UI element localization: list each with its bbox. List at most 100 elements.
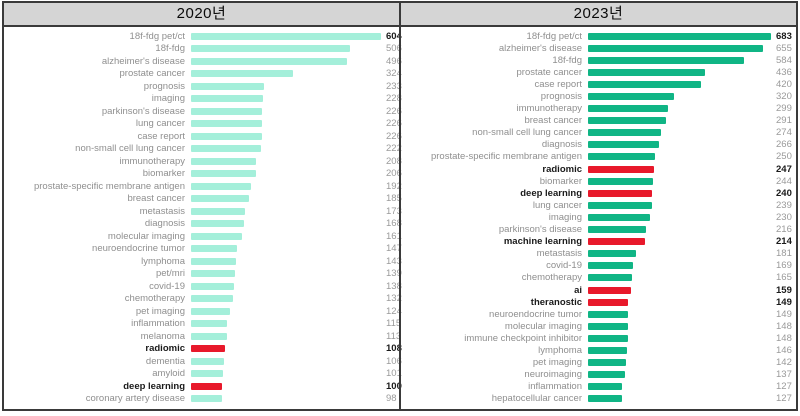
bar-row: non-small cell lung cancer 274 (401, 127, 796, 139)
category-label: inflammation (131, 318, 185, 330)
category-label: metastasis (139, 205, 185, 217)
bar-row: inflammation 127 (401, 381, 796, 393)
bar-row: 18f-fdg 506 (4, 43, 401, 56)
category-label: alzheimer's disease (498, 42, 582, 54)
bar-track (588, 286, 771, 294)
value-label: 106 (386, 355, 402, 367)
bar (191, 220, 244, 228)
value-label: 161 (386, 230, 402, 242)
bar-track (588, 117, 771, 125)
category-label: molecular imaging (107, 230, 185, 242)
bar-track (588, 213, 771, 221)
category-label: 18f-fdg (552, 54, 582, 66)
bar-track (191, 32, 381, 40)
value-label: 139 (386, 268, 402, 280)
bar (588, 262, 634, 270)
bar-track (191, 245, 381, 253)
value-label: 127 (776, 393, 792, 405)
category-label: parkinson's disease (498, 224, 582, 236)
value-label: 148 (776, 320, 792, 332)
bar-track (191, 307, 381, 315)
category-label: machine learning (503, 236, 582, 248)
bar-row: inflammation 115 (4, 318, 402, 331)
bar-track (588, 80, 771, 88)
category-label: lymphoma (538, 344, 582, 356)
bar-chart-2020: 18f-fdg pet/ct 604 18f-fdg 506 alzheimer's d… (4, 27, 402, 409)
category-label: 18f-fdg pet/ct (526, 30, 582, 42)
bar-row: biomarker 206 (4, 168, 402, 181)
bar-track (588, 371, 771, 379)
value-label: 115 (386, 318, 402, 330)
bar-row: lung cancer 226 (4, 118, 402, 131)
bar (191, 45, 351, 53)
bar-track (191, 295, 381, 303)
highlighted-bar (588, 238, 646, 246)
value-label: 233 (386, 80, 402, 92)
value-label: 584 (776, 54, 792, 66)
bar (191, 395, 222, 403)
bar-track (191, 107, 381, 115)
value-label: 149 (776, 308, 792, 320)
bar-row: breast cancer 291 (401, 115, 796, 127)
category-label: parkinson's disease (101, 105, 185, 117)
bar (588, 177, 654, 185)
bar-track (191, 145, 381, 153)
bar-track (191, 395, 381, 403)
bar-chart-2023: 18f-fdg pet/ct 683 alzheimer's disease 655 1… (399, 27, 796, 409)
category-label: inflammation (528, 381, 582, 393)
bar (191, 70, 293, 78)
bar-track (191, 257, 381, 265)
category-label: chemotherapy (521, 272, 582, 284)
category-label: imaging (151, 93, 185, 105)
value-label: 274 (776, 127, 792, 139)
bar (588, 201, 653, 209)
category-label: theranostic (530, 296, 582, 308)
bar (191, 270, 235, 278)
category-label: prostate cancer (119, 68, 185, 80)
bar-track (588, 334, 771, 342)
bar (588, 44, 764, 52)
category-label: neuroimaging (524, 369, 582, 381)
bar-track (588, 165, 771, 173)
value-label: 185 (386, 193, 402, 205)
bar (588, 68, 705, 76)
category-label: coronary artery disease (85, 393, 185, 405)
bar-track (588, 226, 771, 234)
bar-row: prostate-specific membrane antigen 192 (4, 180, 402, 193)
highlighted-bar (588, 165, 655, 173)
bar-track (191, 132, 381, 140)
bar-row: breast cancer 185 (4, 193, 402, 206)
value-label: 230 (776, 211, 792, 223)
value-label: 124 (386, 305, 402, 317)
bar (191, 257, 236, 265)
highlighted-bar (191, 345, 225, 353)
category-label: prostate-specific membrane antigen (430, 151, 582, 163)
category-label: case report (137, 130, 185, 142)
category-label: 18f-fdg pet/ct (129, 30, 185, 42)
panel-header-2023: 2023년 (399, 3, 796, 25)
category-label: dementia (145, 355, 185, 367)
value-label: 291 (776, 115, 792, 127)
bar (191, 320, 228, 328)
value-label: 137 (776, 369, 792, 381)
bar-row: molecular imaging 148 (401, 320, 796, 332)
bar-row: lymphoma 146 (401, 344, 796, 356)
bar-track (191, 282, 381, 290)
bar-row: parkinson's disease 216 (401, 224, 796, 236)
bar-track (588, 68, 771, 76)
category-label: lung cancer (135, 118, 185, 130)
value-label: 169 (776, 260, 792, 272)
category-label: lymphoma (141, 255, 185, 267)
bar-row: imaging 230 (401, 211, 796, 223)
header-row: 2020년 2023년 (4, 3, 796, 27)
bar-row: imaging 228 (4, 93, 402, 106)
bar (191, 332, 227, 340)
bar-row: amyloid 101 (4, 368, 402, 381)
category-label: deep learning (520, 187, 582, 199)
value-label: 244 (776, 175, 792, 187)
category-label: 18f-fdg (155, 43, 185, 55)
value-label: 222 (386, 143, 402, 155)
value-label: 320 (776, 91, 792, 103)
category-label: neuroendocrine tumor (489, 308, 582, 320)
category-label: prognosis (540, 91, 582, 103)
